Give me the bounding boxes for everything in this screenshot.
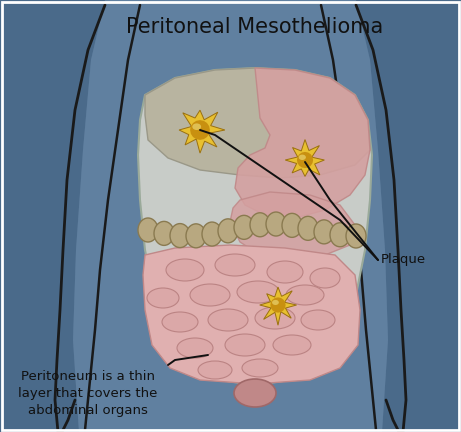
- Ellipse shape: [298, 216, 318, 240]
- Polygon shape: [73, 0, 388, 432]
- Ellipse shape: [267, 261, 303, 283]
- Polygon shape: [190, 120, 210, 140]
- Polygon shape: [179, 110, 225, 153]
- Ellipse shape: [299, 155, 306, 160]
- Ellipse shape: [273, 335, 311, 355]
- Polygon shape: [0, 0, 105, 432]
- Ellipse shape: [234, 379, 276, 407]
- Ellipse shape: [170, 224, 190, 248]
- Ellipse shape: [186, 224, 206, 248]
- Polygon shape: [230, 192, 355, 258]
- Ellipse shape: [301, 310, 335, 330]
- Ellipse shape: [330, 223, 350, 247]
- Polygon shape: [297, 152, 313, 168]
- Polygon shape: [356, 0, 461, 432]
- Ellipse shape: [138, 218, 158, 242]
- Ellipse shape: [177, 338, 213, 358]
- Ellipse shape: [190, 284, 230, 306]
- Ellipse shape: [166, 259, 204, 281]
- Ellipse shape: [346, 224, 366, 248]
- Polygon shape: [145, 68, 370, 178]
- Text: Peritoneal Mesothelioma: Peritoneal Mesothelioma: [126, 17, 384, 37]
- Ellipse shape: [250, 213, 270, 237]
- Text: Plaque: Plaque: [381, 254, 426, 267]
- Ellipse shape: [310, 268, 340, 288]
- Ellipse shape: [286, 285, 324, 305]
- Ellipse shape: [192, 124, 201, 130]
- Polygon shape: [285, 140, 325, 176]
- Ellipse shape: [154, 221, 174, 245]
- Ellipse shape: [272, 300, 279, 305]
- Polygon shape: [260, 287, 296, 325]
- Ellipse shape: [215, 254, 255, 276]
- Ellipse shape: [218, 219, 238, 243]
- Polygon shape: [235, 68, 370, 218]
- Polygon shape: [143, 245, 360, 384]
- Ellipse shape: [234, 215, 254, 239]
- Text: Peritoneum is a thin
layer that covers the
abdominal organs: Peritoneum is a thin layer that covers t…: [18, 370, 158, 417]
- Ellipse shape: [198, 361, 232, 379]
- Ellipse shape: [314, 220, 334, 244]
- Ellipse shape: [266, 212, 286, 236]
- Ellipse shape: [255, 307, 295, 329]
- Ellipse shape: [202, 222, 222, 246]
- Ellipse shape: [225, 334, 265, 356]
- Polygon shape: [270, 297, 286, 313]
- Ellipse shape: [242, 359, 278, 377]
- Ellipse shape: [237, 281, 279, 303]
- Ellipse shape: [147, 288, 179, 308]
- Ellipse shape: [208, 309, 248, 331]
- Polygon shape: [138, 68, 372, 385]
- Ellipse shape: [282, 213, 302, 237]
- Ellipse shape: [162, 312, 198, 332]
